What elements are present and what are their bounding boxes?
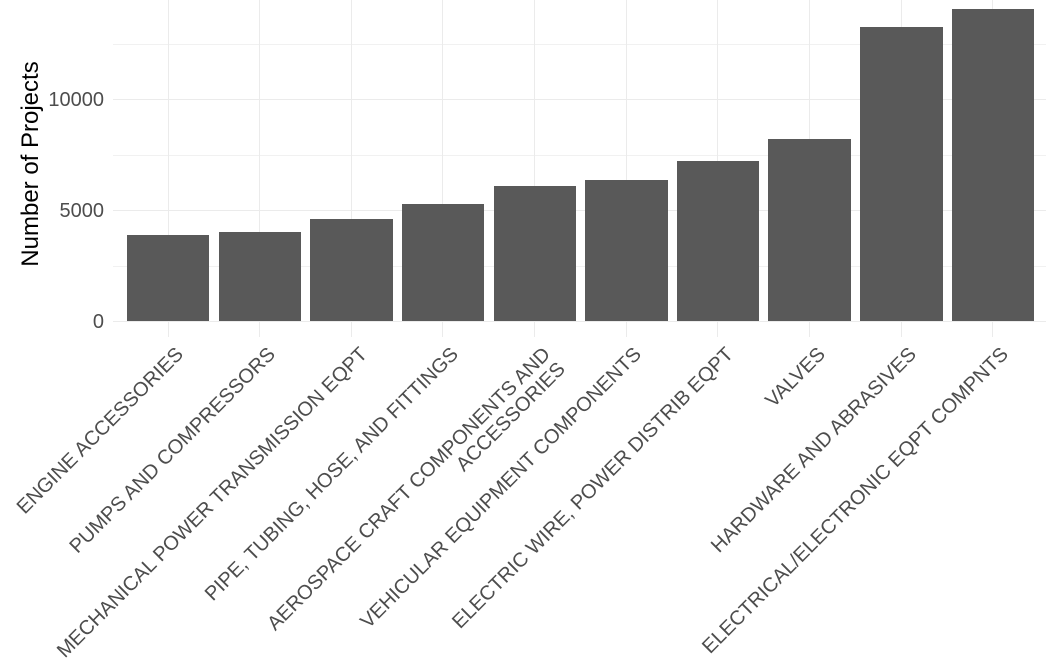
- horizontal-gridline: [113, 99, 1046, 101]
- bar: [860, 26, 943, 322]
- vertical-gridline: [259, 0, 261, 337]
- vertical-gridline: [625, 0, 627, 337]
- vertical-gridline: [534, 0, 536, 337]
- vertical-gridline: [442, 0, 444, 337]
- y-tick-label: 10000: [48, 89, 104, 111]
- bar: [401, 204, 485, 322]
- bar: [127, 235, 210, 322]
- y-tick-label: 0: [92, 310, 104, 333]
- horizontal-gridline: [113, 320, 1046, 322]
- bar: [493, 186, 577, 322]
- horizontal-gridline: [113, 44, 1046, 46]
- bar: [585, 179, 668, 322]
- bar: [218, 231, 302, 322]
- horizontal-gridline: [113, 154, 1046, 156]
- y-axis-title: Number of Projects: [17, 61, 44, 267]
- horizontal-gridline: [113, 265, 1046, 267]
- vertical-gridline: [167, 0, 169, 337]
- y-tick-label: 5000: [59, 199, 105, 222]
- bar: [951, 9, 1035, 322]
- vertical-gridline: [350, 0, 352, 337]
- bar: [768, 138, 851, 322]
- bar: [310, 218, 393, 322]
- bar: [676, 160, 760, 322]
- horizontal-gridline: [113, 210, 1046, 211]
